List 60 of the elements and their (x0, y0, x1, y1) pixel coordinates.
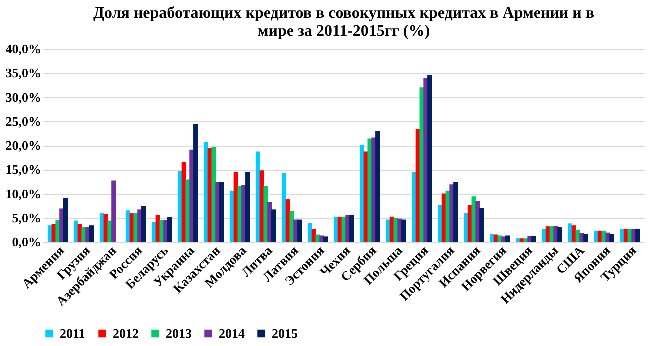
y-tick-label: 25,0% (6, 114, 42, 129)
bar (568, 224, 572, 242)
bar (428, 76, 432, 242)
bar (360, 145, 364, 242)
bar (532, 236, 536, 242)
y-tick-label: 15,0% (6, 162, 42, 178)
bar (584, 234, 588, 242)
bar (298, 220, 302, 242)
bar (320, 236, 324, 242)
bar (142, 206, 146, 242)
bar (324, 236, 328, 242)
bar (376, 132, 380, 242)
y-tick-label: 20,0% (6, 138, 42, 153)
legend-label: 2011 (60, 326, 86, 341)
y-tick-label: 30,0% (6, 90, 42, 105)
bar (74, 220, 78, 242)
bar (256, 152, 260, 242)
legend-label: 2013 (166, 326, 192, 341)
bar (528, 236, 532, 242)
legend-label: 2012 (113, 326, 139, 341)
y-tick-label: 0,0% (12, 234, 42, 250)
bar (268, 202, 272, 242)
text: мире за 2011-2015гг (%) (258, 23, 430, 40)
bar (112, 180, 116, 242)
bar (264, 186, 268, 242)
y-tick-label: 35,0% (6, 66, 42, 81)
bar (290, 211, 294, 242)
bar (516, 238, 520, 242)
bar (152, 222, 156, 242)
bar (64, 198, 68, 242)
bar (558, 228, 562, 242)
bar (246, 172, 250, 242)
bar (554, 226, 558, 242)
bar (476, 200, 480, 242)
bar (212, 147, 216, 242)
y-tick-label: 10,0% (6, 186, 42, 202)
bar (282, 173, 286, 242)
legend-label: 2015 (272, 326, 298, 341)
bar (350, 214, 354, 242)
bar (454, 182, 458, 242)
bar (126, 210, 130, 242)
bar (480, 208, 484, 242)
bar (402, 220, 406, 242)
y-tick-label: 40,0% (6, 42, 42, 56)
bar (636, 228, 640, 242)
bar (194, 124, 198, 242)
bar (220, 182, 224, 242)
bar (502, 236, 506, 242)
bar (506, 236, 510, 242)
bar (272, 210, 276, 242)
bar (308, 223, 312, 242)
y-tick-label: 5,0% (12, 210, 42, 226)
bar (520, 238, 524, 242)
bar (90, 226, 94, 242)
bar (610, 234, 614, 242)
bar (572, 226, 576, 242)
text: Доля неработающих кредитов в совокупных кредитах в Армении и в (94, 5, 594, 22)
bar (204, 142, 208, 242)
legend-label: 2014 (219, 326, 246, 341)
bar (168, 217, 172, 242)
